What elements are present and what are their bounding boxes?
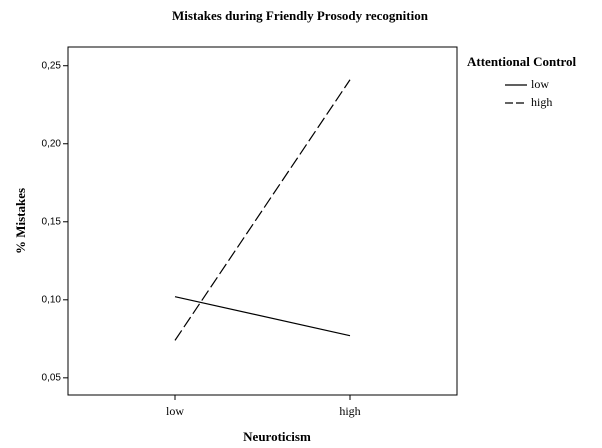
x-tick-label: high — [339, 404, 360, 418]
chart-title: Mistakes during Friendly Prosody recogni… — [172, 8, 429, 23]
x-axis-label: Neuroticism — [243, 429, 311, 444]
y-tick-label: 0,15 — [42, 216, 62, 227]
y-tick-label: 0,25 — [42, 60, 62, 71]
series-line — [174, 79, 351, 341]
y-axis-label: % Mistakes — [13, 188, 28, 254]
legend-label: low — [531, 77, 549, 91]
y-tick-label: 0,10 — [42, 294, 62, 305]
series-line — [174, 296, 351, 337]
y-tick-label: 0,05 — [42, 372, 62, 383]
x-tick-label: low — [166, 404, 184, 418]
plot-frame — [67, 46, 458, 396]
legend-title: Attentional Control — [467, 54, 577, 69]
y-tick-label: 0,20 — [42, 138, 62, 149]
legend-label: high — [531, 95, 552, 109]
